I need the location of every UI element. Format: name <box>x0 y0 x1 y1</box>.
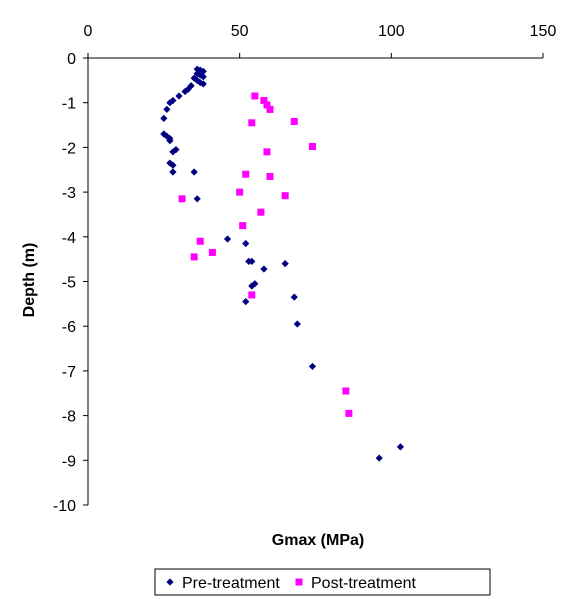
legend-label-pre-treatment: Pre-treatment <box>182 575 280 592</box>
pre-treatment-point <box>242 298 250 306</box>
pre-treatment-point <box>293 320 301 328</box>
y-tick-label: -5 <box>62 275 76 292</box>
pre-treatment-point <box>190 168 198 176</box>
pre-treatment-point <box>248 282 256 290</box>
y-axis-title: Depth (m) <box>21 243 38 318</box>
y-tick-label: -10 <box>53 498 76 515</box>
y-tick-label: -8 <box>62 409 76 426</box>
y-tick-label: -2 <box>62 140 76 157</box>
legend-marker-post-treatment <box>295 578 303 586</box>
y-tick-label: -9 <box>62 453 76 470</box>
post-treatment-point <box>236 188 244 196</box>
post-treatment-point <box>281 192 289 200</box>
pre-treatment-point <box>169 168 177 176</box>
data-points <box>160 65 405 462</box>
x-axis-title: Gmax (MPa) <box>272 532 364 549</box>
pre-treatment-point <box>169 161 177 169</box>
y-tick-label: -6 <box>62 319 76 336</box>
pre-treatment-point <box>251 280 259 288</box>
post-treatment-point <box>290 117 298 125</box>
x-axis-ticks: 0 50 100 150 <box>84 23 557 58</box>
pre-treatment-point <box>199 73 207 81</box>
post-treatment-point <box>263 101 271 109</box>
post-treatment-point <box>266 172 274 180</box>
pre-treatment-point <box>166 99 174 107</box>
x-tick-label: 50 <box>231 23 249 40</box>
legend-box <box>154 568 491 596</box>
legend-marker-pre-treatment <box>166 578 174 586</box>
post-treatment-point <box>257 208 265 216</box>
post-treatment-point <box>251 92 259 100</box>
y-tick-label: 0 <box>67 51 76 68</box>
y-tick-label: -7 <box>62 364 76 381</box>
pre-treatment-point <box>290 293 298 301</box>
post-treatment-point <box>260 96 268 104</box>
pre-treatment-point <box>260 265 268 273</box>
pre-treatment-point <box>163 105 171 114</box>
post-treatment-point <box>178 195 186 203</box>
post-treatment-point <box>308 143 316 151</box>
post-treatment-point <box>266 105 274 113</box>
pre-treatment-point <box>175 92 183 100</box>
post-treatment-point <box>242 170 250 178</box>
post-treatment-point <box>248 119 256 127</box>
y-tick-label: -4 <box>62 230 76 247</box>
post-treatment-point <box>263 148 271 156</box>
post-treatment-point <box>208 248 216 256</box>
pre-treatment-point <box>160 114 168 122</box>
y-tick-label: -1 <box>62 96 76 113</box>
pre-treatment-point <box>169 148 177 156</box>
post-treatment-point <box>248 291 256 299</box>
pre-treatment-point <box>375 454 383 462</box>
post-treatment-point <box>239 222 247 230</box>
post-treatment-point <box>345 409 353 417</box>
legend-label-post-treatment: Post-treatment <box>311 575 416 592</box>
post-treatment-point <box>342 387 350 395</box>
pre-treatment-point <box>193 195 201 203</box>
pre-treatment-point <box>223 235 232 243</box>
y-axis-ticks: 0 -1 -2 -3 -4 -5 -6 -7 -8 -9 -10 <box>53 51 88 515</box>
legend: Pre-treatment Post-treatment <box>154 568 491 596</box>
x-tick-label: 0 <box>84 23 93 40</box>
pre-treatment-point <box>181 87 189 96</box>
pre-treatment-point <box>199 80 207 88</box>
pre-treatment-point <box>308 362 317 371</box>
y-tick-label: -3 <box>62 185 76 202</box>
pre-treatment-point <box>281 260 289 268</box>
pre-treatment-point <box>396 443 405 451</box>
pre-treatment-point <box>166 137 174 145</box>
post-treatment-point <box>196 237 204 245</box>
pre-treatment-point <box>248 257 256 265</box>
plot-area: 0 50 100 150 0 -1 -2 -3 -4 -5 -6 -7 -8 -9 -10 <box>53 23 557 515</box>
post-treatment-point <box>190 253 198 261</box>
x-tick-label: 150 <box>530 23 557 40</box>
x-tick-label: 100 <box>378 23 405 40</box>
pre-treatment-point <box>242 239 250 248</box>
